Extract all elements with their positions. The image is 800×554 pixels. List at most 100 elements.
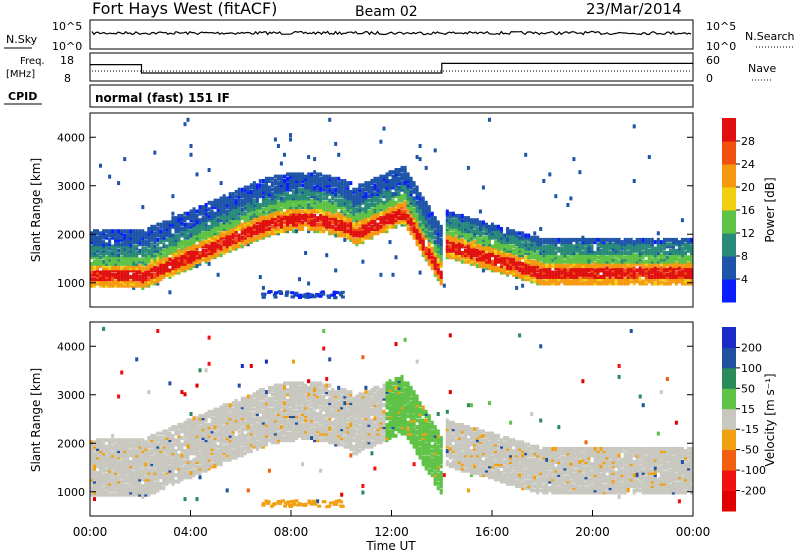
heatmap-cell	[153, 237, 157, 242]
heatmap-cell	[117, 264, 121, 269]
heatmap-cell	[611, 244, 615, 249]
heatmap-cell	[352, 211, 356, 216]
heatmap-cell	[198, 251, 202, 255]
heatmap-cell	[334, 218, 338, 223]
heatmap-cell	[126, 253, 130, 258]
heatmap-cell	[249, 198, 253, 203]
heatmap-cell	[189, 251, 193, 255]
heatmap-cell	[355, 196, 359, 201]
heatmap-cell	[364, 218, 368, 223]
heatmap-cell	[327, 295, 332, 299]
heatmap-cell	[388, 185, 392, 190]
heatmap-cell	[575, 259, 579, 264]
heatmap-cell	[436, 244, 440, 249]
heatmap-cell	[153, 251, 157, 255]
heatmap-cell	[644, 240, 648, 245]
heatmap-cell	[421, 253, 425, 258]
heatmap-cell	[322, 218, 326, 223]
heatmap-cell	[132, 275, 136, 279]
heatmap-cell	[141, 285, 145, 290]
heatmap-cell	[358, 187, 362, 192]
heatmap-cell	[506, 264, 510, 269]
heatmap-cell	[135, 466, 139, 471]
heatmap-cell	[376, 179, 380, 183]
heatmap-cell	[460, 240, 464, 245]
heatmap-cell	[548, 279, 552, 284]
heatmap-cell	[406, 198, 410, 203]
heatmap-cell	[252, 224, 256, 229]
heatmap-cell	[596, 275, 600, 279]
heatmap-cell	[382, 209, 386, 214]
heatmap-cell	[382, 192, 386, 197]
heatmap-cell	[310, 198, 314, 203]
heatmap-cell	[141, 477, 145, 482]
heatmap-cell	[123, 270, 127, 275]
heatmap-cell	[554, 240, 558, 245]
heatmap-cell	[542, 179, 546, 183]
heatmap-cell	[668, 272, 672, 277]
heatmap-cell	[469, 251, 473, 255]
heatmap-cell	[105, 264, 109, 269]
heatmap-cell	[506, 231, 510, 236]
heatmap-cell	[120, 259, 124, 264]
heatmap-cell	[99, 451, 103, 456]
heatmap-cell	[120, 473, 124, 478]
heatmap-cell	[307, 189, 311, 194]
heatmap-cell	[243, 229, 247, 234]
heatmap-cell	[488, 244, 492, 249]
heatmap-cell	[557, 275, 561, 279]
colorbar-segment	[722, 210, 736, 234]
heatmap-cell	[515, 235, 519, 240]
heatmap-cell	[237, 196, 241, 201]
heatmap-cell	[566, 203, 570, 207]
heatmap-cell	[255, 183, 259, 188]
heatmap-cell	[602, 251, 606, 255]
heatmap-cell	[99, 283, 103, 288]
heatmap-cell	[545, 257, 549, 262]
heatmap-cell	[252, 222, 256, 227]
heatmap-cell	[237, 224, 241, 229]
heatmap-cell	[108, 266, 112, 271]
heatmap-cell	[382, 203, 386, 207]
heatmap-cell	[234, 224, 238, 229]
heatmap-cell	[590, 251, 594, 255]
heatmap-cell	[153, 227, 157, 231]
heatmap-cell	[647, 253, 651, 258]
heatmap-cell	[334, 181, 338, 186]
heatmap-cell	[584, 275, 588, 279]
heatmap-cell	[132, 446, 136, 451]
heatmap-cell	[433, 259, 437, 264]
heatmap-cell	[503, 237, 507, 242]
heatmap-cell	[328, 205, 332, 210]
heatmap-cell	[307, 176, 311, 181]
heatmap-cell	[644, 248, 648, 253]
heatmap-cell	[379, 181, 383, 186]
heatmap-cell	[491, 253, 495, 258]
heatmap-cell	[433, 248, 437, 253]
heatmap-cell	[129, 492, 133, 497]
heatmap-cell	[135, 244, 139, 249]
heatmap-cell	[436, 264, 440, 269]
heatmap-cell	[213, 251, 217, 255]
heatmap-cell	[153, 490, 157, 495]
heatmap-cell	[283, 181, 287, 186]
heatmap-cell	[349, 205, 353, 210]
heatmap-cell	[165, 261, 169, 266]
heatmap-cell	[518, 253, 522, 258]
heatmap-cell	[690, 240, 694, 245]
heatmap-cell	[108, 257, 112, 262]
heatmap-cell	[102, 244, 106, 249]
heatmap-cell	[298, 172, 302, 177]
heatmap-cell	[135, 231, 139, 236]
heatmap-cell	[512, 272, 516, 277]
heatmap-cell	[436, 235, 440, 240]
heatmap-cell	[361, 227, 365, 231]
heatmap-cell	[466, 246, 470, 251]
heatmap-cell	[105, 477, 109, 482]
heatmap-cell	[183, 246, 187, 251]
heatmap-cell	[159, 266, 163, 271]
heatmap-cell	[292, 196, 296, 201]
heatmap-cell	[671, 279, 675, 284]
heatmap-cell	[485, 244, 489, 249]
heatmap-cell	[358, 229, 362, 234]
